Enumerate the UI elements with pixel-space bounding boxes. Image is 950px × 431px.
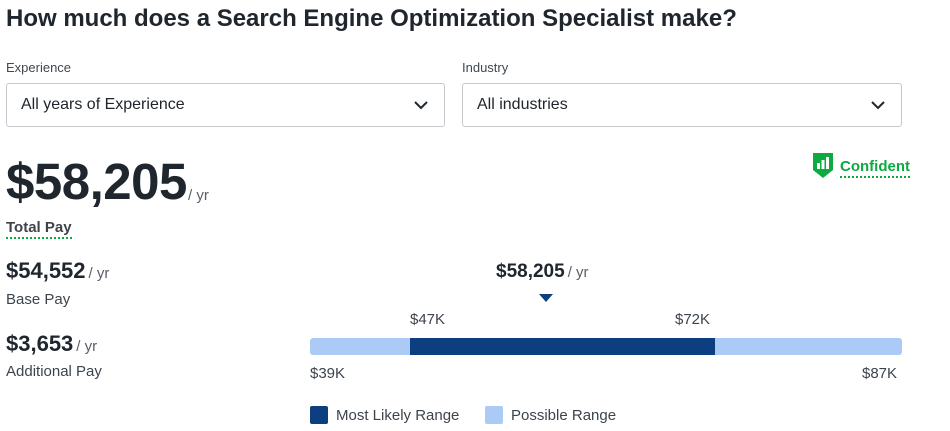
additional-pay-unit: / yr (76, 338, 98, 355)
experience-label: Experience (6, 60, 72, 75)
industry-select-value: All industries (477, 96, 568, 113)
median-marker (539, 294, 553, 302)
base-pay-label: Base Pay (6, 291, 71, 308)
experience-select[interactable]: All years of Experience (6, 83, 445, 127)
legend-possible: Possible Range (485, 406, 616, 424)
additional-pay-label: Additional Pay (6, 363, 102, 380)
confidence-label: Confident (840, 158, 910, 178)
total-pay-unit: / yr (188, 187, 209, 204)
range-min-label: $39K (310, 365, 346, 382)
most-likely-label: Most Likely Range (336, 406, 460, 424)
base-pay-amount: $54,552/ yr (6, 258, 109, 284)
most-likely-range-bar (410, 338, 715, 355)
additional-pay-amount: $3,653/ yr (6, 331, 97, 357)
confidence-indicator[interactable]: Confident (812, 152, 910, 184)
range-max-label: $87K (862, 365, 898, 382)
median-pay-value: $58,205 (496, 261, 565, 282)
page-title: How much does a Search Engine Optimizati… (6, 5, 737, 32)
industry-label: Industry (462, 60, 509, 75)
median-pay-unit: / yr (567, 264, 589, 281)
possible-label: Possible Range (511, 406, 617, 424)
base-pay-value: $54,552 (6, 258, 86, 283)
possible-swatch (485, 406, 503, 424)
industry-select[interactable]: All industries (462, 83, 902, 127)
total-pay-amount: $58,205 (6, 153, 187, 210)
total-pay-label[interactable]: Total Pay (6, 219, 72, 239)
likely-low-label: $47K (410, 311, 446, 328)
base-pay-unit: / yr (88, 265, 110, 282)
most-likely-swatch (310, 406, 328, 424)
chevron-down-icon (869, 96, 887, 114)
experience-select-value: All years of Experience (21, 96, 185, 113)
additional-pay-value: $3,653 (6, 331, 74, 356)
confidence-shield-icon (812, 152, 834, 184)
likely-high-label: $72K (675, 311, 711, 328)
median-pay: $58,205/ yr (496, 261, 589, 283)
legend-most-likely: Most Likely Range (310, 406, 459, 424)
chevron-down-icon (412, 96, 430, 114)
